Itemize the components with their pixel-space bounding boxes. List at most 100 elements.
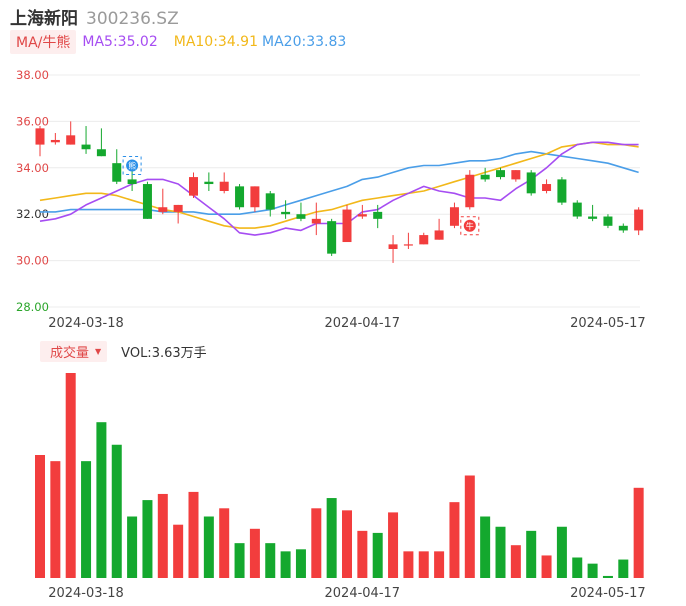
candle-body xyxy=(572,202,582,217)
volume-bar xyxy=(50,461,61,578)
candle-body xyxy=(511,170,521,180)
volume-bar xyxy=(449,502,460,578)
ma5-label: MA5:35.02 xyxy=(82,34,158,50)
candle xyxy=(81,126,91,154)
volume-bar xyxy=(510,545,521,578)
candle xyxy=(526,170,536,196)
candle-body xyxy=(588,216,598,219)
candle xyxy=(219,172,229,194)
candle-body xyxy=(50,139,60,143)
x-tick-label: 2024-04-17 xyxy=(325,586,401,601)
candle-body xyxy=(281,211,291,215)
y-tick-label: 34.00 xyxy=(16,161,49,175)
candle-body xyxy=(189,177,198,196)
volume-bar xyxy=(388,512,399,578)
marker-dot xyxy=(463,219,476,232)
candle-body xyxy=(327,221,337,254)
candle-body xyxy=(465,174,475,208)
candle-body xyxy=(403,244,413,246)
candle-body xyxy=(618,225,628,231)
candle xyxy=(250,186,260,212)
candle-body xyxy=(311,218,321,224)
volume-bar xyxy=(81,461,92,578)
ma5-line xyxy=(39,141,639,236)
candle xyxy=(419,232,429,245)
y-tick-label: 30.00 xyxy=(16,254,49,268)
candle-body xyxy=(388,244,398,249)
candlesticks xyxy=(35,121,644,263)
x-tick-label: 2024-05-17 xyxy=(570,316,646,331)
volume-bar xyxy=(265,543,276,578)
marker-label: 牛 xyxy=(466,221,474,231)
volume-bar xyxy=(326,498,337,578)
candle-body xyxy=(173,204,183,212)
candle-body xyxy=(142,184,152,219)
date-axis-price: 2024-03-18 2024-04-17 2024-05-17 xyxy=(48,316,645,331)
candle xyxy=(603,214,613,229)
candle xyxy=(342,204,352,243)
candle xyxy=(449,202,459,229)
x-tick-label: 2024-04-17 xyxy=(325,316,401,331)
candle-body xyxy=(296,214,306,219)
candle-body xyxy=(81,144,91,150)
volume-bar xyxy=(403,551,414,578)
candle-body xyxy=(526,172,536,194)
volume-bar xyxy=(249,528,260,578)
candle-body xyxy=(557,179,567,203)
candle-body xyxy=(449,207,459,226)
price-grid xyxy=(40,74,640,308)
candle xyxy=(311,202,321,236)
y-tick-label: 36.00 xyxy=(16,114,49,128)
volume-bars xyxy=(35,373,644,578)
volume-bar xyxy=(127,516,138,578)
candle xyxy=(127,167,137,191)
volume-bar xyxy=(35,455,45,578)
candle xyxy=(235,184,245,210)
candle xyxy=(281,200,291,219)
volume-bar xyxy=(142,500,153,578)
candle xyxy=(511,170,521,182)
candle-body xyxy=(419,235,429,245)
volume-bar xyxy=(418,551,429,578)
volume-indicator-dropdown[interactable]: 成交量 ▼ xyxy=(40,340,108,362)
candle-body xyxy=(496,170,505,178)
candle xyxy=(542,179,552,194)
candle-body xyxy=(235,186,245,208)
x-tick-label: 2024-03-18 xyxy=(48,316,124,331)
volume-bar xyxy=(618,559,629,578)
candle-body xyxy=(542,184,552,191)
candle-body xyxy=(434,230,444,240)
candle xyxy=(388,235,398,263)
ma10-line xyxy=(39,141,639,229)
volume-bar xyxy=(464,475,475,578)
candle xyxy=(50,133,60,145)
candle-body xyxy=(112,163,122,182)
candle xyxy=(96,128,106,157)
candle xyxy=(634,207,644,236)
volume-bar xyxy=(295,549,306,578)
volume-bar xyxy=(280,551,291,578)
volume-bar xyxy=(173,524,184,578)
volume-bar xyxy=(480,516,491,578)
candle xyxy=(480,167,490,182)
volume-bar xyxy=(495,526,506,578)
y-tick-label: 28.00 xyxy=(16,300,49,314)
candle xyxy=(66,121,76,145)
marker-label: 熊 xyxy=(128,160,136,170)
candle xyxy=(403,232,413,249)
candle xyxy=(373,204,383,229)
ma-toggle-button[interactable]: MA/牛熊 xyxy=(10,30,77,54)
candle xyxy=(142,181,152,219)
volume-bar xyxy=(587,563,598,578)
candle-body xyxy=(35,128,45,145)
volume-bar xyxy=(357,530,368,578)
candle-body xyxy=(158,207,168,212)
candle-body xyxy=(250,186,260,208)
price-axis: 38.00 36.00 34.00 32.00 30.00 28.00 xyxy=(16,68,49,314)
candle-body xyxy=(127,179,137,185)
y-tick-label: 32.00 xyxy=(16,207,49,221)
candle-body xyxy=(357,214,367,217)
volume-bar xyxy=(188,491,199,578)
volume-value: VOL:3.63万手 xyxy=(121,345,207,361)
